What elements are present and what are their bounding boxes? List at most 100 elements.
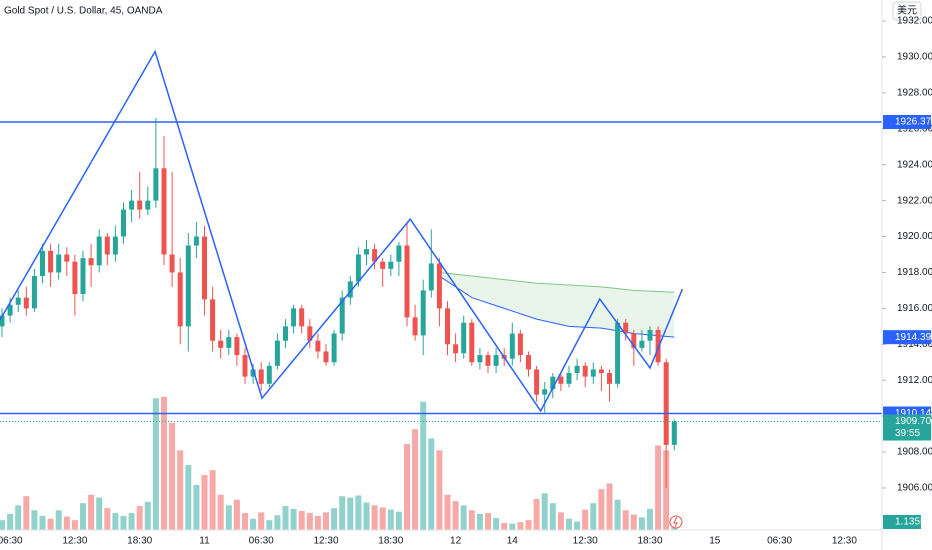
volume-bar bbox=[371, 505, 378, 530]
volume-bar bbox=[282, 506, 289, 530]
candle-body bbox=[558, 376, 564, 384]
candle-body bbox=[40, 250, 45, 277]
volume-bar bbox=[379, 507, 386, 530]
volume-bar bbox=[525, 520, 532, 530]
volume-bar bbox=[266, 520, 273, 530]
candle-body bbox=[112, 236, 118, 255]
volume-bar bbox=[31, 510, 38, 530]
x-tick-label: 12 bbox=[450, 536, 462, 547]
volume-bar bbox=[128, 513, 135, 530]
volume-bar bbox=[136, 506, 143, 530]
volume-bar bbox=[55, 510, 62, 530]
volume-label-box bbox=[883, 515, 921, 530]
currency-button[interactable] bbox=[892, 1, 922, 21]
volume-bar bbox=[509, 523, 516, 530]
volume-label: 1.135K bbox=[895, 517, 927, 528]
volume-bar bbox=[47, 518, 54, 530]
volume-bar bbox=[493, 518, 500, 530]
volume-bar bbox=[663, 450, 670, 530]
candle-body bbox=[412, 317, 418, 336]
x-tick-label: 12:30 bbox=[62, 536, 87, 547]
indicator-label: 1914.397 bbox=[895, 332, 932, 343]
volume-bar bbox=[485, 513, 491, 530]
candle-body bbox=[177, 272, 183, 327]
candle-body bbox=[647, 329, 653, 341]
volume-bar bbox=[15, 505, 22, 530]
volume-bar bbox=[566, 518, 572, 530]
candle-body bbox=[355, 254, 361, 282]
volume-bar bbox=[80, 503, 86, 530]
event-icon[interactable] bbox=[669, 515, 683, 529]
candle-body bbox=[655, 329, 661, 363]
volume-bar bbox=[233, 499, 240, 530]
candle-body bbox=[388, 261, 394, 269]
y-tick-label: 1916.000 bbox=[897, 303, 932, 314]
candle-body bbox=[23, 297, 29, 309]
y-tick-label: 1906.000 bbox=[897, 483, 932, 494]
x-tick-label: 18:30 bbox=[127, 536, 152, 547]
candle-body bbox=[550, 376, 556, 390]
volume-bar bbox=[161, 396, 167, 530]
volume-bar bbox=[209, 470, 216, 530]
volume-bar bbox=[647, 508, 653, 530]
candle-body bbox=[380, 261, 386, 269]
x-tick-label: 12:30 bbox=[573, 536, 598, 547]
volume-bar bbox=[452, 501, 459, 530]
volume-bar bbox=[387, 509, 394, 530]
candle-body bbox=[485, 355, 491, 366]
candle-body bbox=[542, 389, 548, 395]
candle-body bbox=[315, 340, 321, 352]
volume-bar bbox=[39, 515, 46, 530]
candle-body bbox=[161, 168, 167, 255]
volume-bar bbox=[112, 513, 119, 530]
y-tick-label: 1928.000 bbox=[897, 87, 932, 98]
y-tick-label: 1920.000 bbox=[897, 231, 932, 242]
price-label-box bbox=[883, 115, 931, 130]
candle-body bbox=[590, 369, 596, 377]
volume-bar bbox=[622, 510, 629, 530]
candle-body bbox=[598, 369, 604, 374]
candle-body bbox=[15, 297, 21, 305]
volume-bar bbox=[363, 502, 370, 530]
volume-bar bbox=[655, 445, 662, 530]
y-tick-label: 1922.000 bbox=[897, 195, 932, 206]
volume-bar bbox=[590, 503, 597, 530]
event-icon-bolt bbox=[673, 516, 678, 528]
price-label: 1910.146 bbox=[895, 408, 932, 419]
x-tick-label: 12:30 bbox=[832, 536, 857, 547]
volume-bar bbox=[557, 512, 564, 530]
cloud-upper-line bbox=[439, 271, 675, 293]
volume-bar bbox=[152, 398, 159, 530]
candle-body bbox=[234, 337, 240, 356]
candle-body bbox=[48, 250, 54, 273]
volume-bar bbox=[274, 515, 281, 530]
y-tick-label: 1912.000 bbox=[897, 375, 932, 386]
x-tick-label: 15 bbox=[709, 536, 721, 547]
candle-body bbox=[307, 326, 313, 341]
y-tick-label: 1908.000 bbox=[897, 447, 932, 458]
candle-body bbox=[428, 263, 434, 291]
volume-bar bbox=[88, 494, 95, 530]
y-tick-label: 1914.000 bbox=[897, 339, 932, 350]
volume-bar bbox=[339, 496, 346, 530]
x-tick-label: 11 bbox=[199, 536, 210, 547]
x-tick-label: 18:30 bbox=[378, 536, 403, 547]
volume-bar bbox=[501, 522, 508, 530]
candle-body bbox=[202, 236, 207, 300]
candle-body bbox=[339, 297, 345, 334]
candle-body bbox=[509, 333, 515, 359]
volume-bar bbox=[169, 422, 176, 530]
price-label: 1926.377 bbox=[895, 117, 932, 128]
candle-body bbox=[493, 355, 499, 366]
currency-button-label[interactable]: 美元 bbox=[897, 4, 917, 17]
candle-body bbox=[323, 351, 329, 363]
volume-bar bbox=[517, 522, 524, 530]
candle-body bbox=[72, 261, 78, 295]
candle-body bbox=[185, 245, 191, 327]
candle-body bbox=[331, 333, 337, 363]
volume-bar bbox=[331, 508, 338, 530]
x-tick-label: 06:30 bbox=[767, 536, 792, 547]
candle-body bbox=[631, 333, 637, 348]
candle-body bbox=[420, 290, 426, 336]
candle-body bbox=[566, 373, 572, 384]
